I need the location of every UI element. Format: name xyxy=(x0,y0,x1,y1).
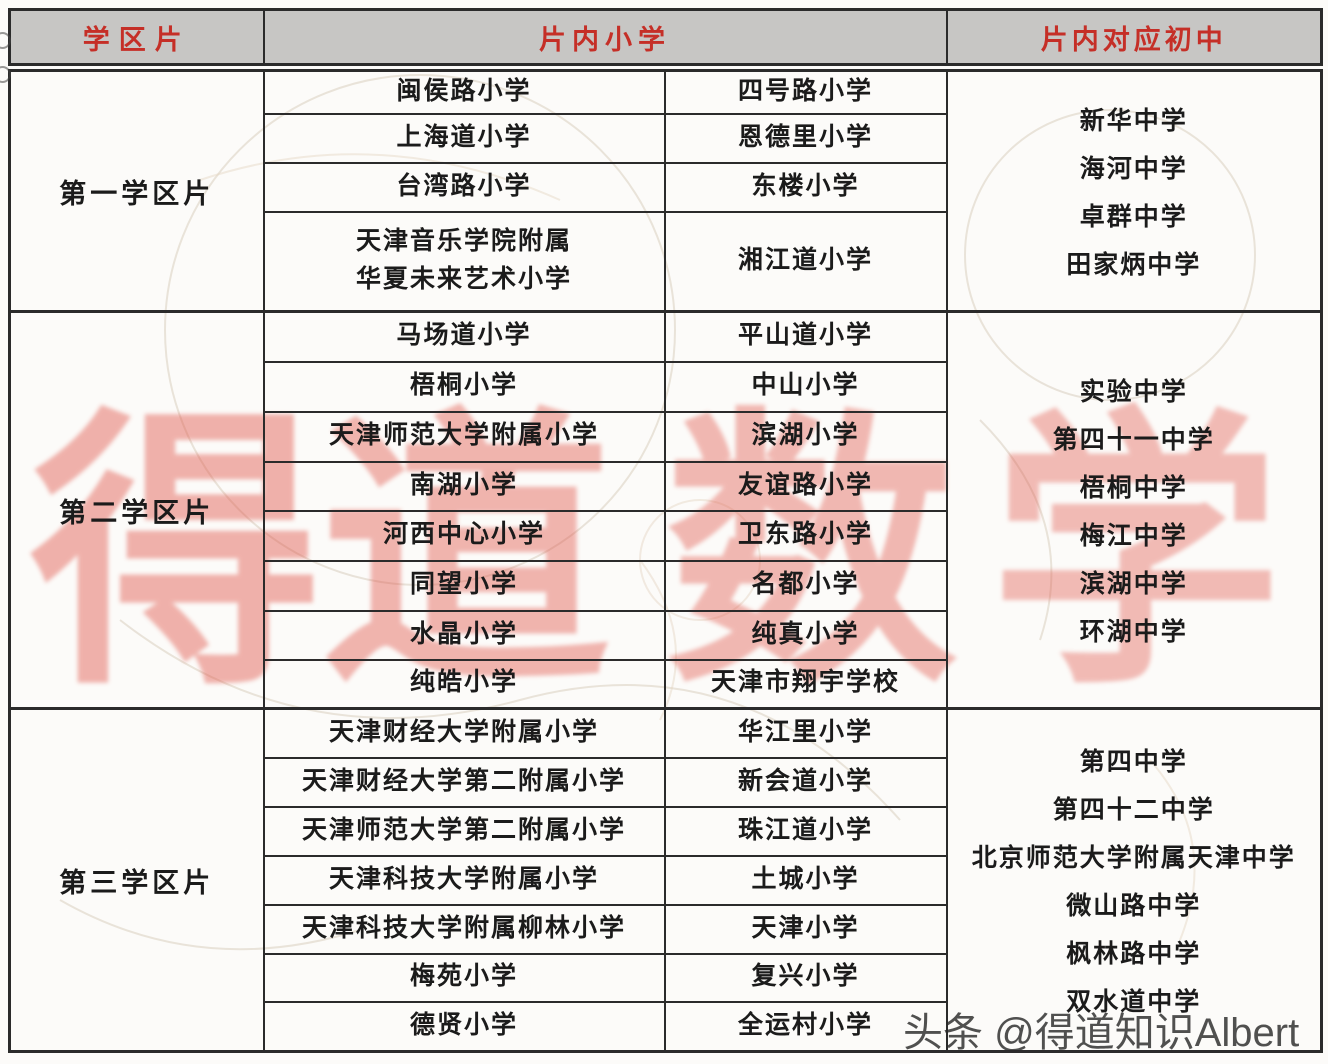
credit-watermark: 头条 @得道知识Albert xyxy=(903,1011,1300,1055)
table-row: 梧桐小学 中山小学 xyxy=(10,360,1322,413)
middle-school-name: 第四十二中学 xyxy=(1052,797,1215,824)
middle-school-name: 海河中学 xyxy=(1079,156,1188,183)
middle-school-name: 北京师范大学附属天津中学 xyxy=(971,845,1296,872)
primary-school-cell: 天津科技大学附属小学 xyxy=(262,854,666,906)
primary-school-cell: 珠江道小学 xyxy=(663,805,948,857)
table-row: 第三学区片 天津财经大学附属小学 华江里小学第四中学第四十二中学北京师范大学附属天津… xyxy=(8,707,1323,1053)
table-row: 上海道小学 恩德里小学 xyxy=(10,112,1322,164)
middle-school-name: 环湖中学 xyxy=(1079,619,1188,646)
table-row: 南湖小学 友谊路小学 xyxy=(10,460,1322,512)
primary-school-cell: 水晶小学 xyxy=(262,609,666,661)
primary-school-cell: 闽侯路小学 xyxy=(262,66,666,115)
primary-school-cell: 东楼小学 xyxy=(663,161,948,213)
primary-school-cell: 新会道小学 xyxy=(663,756,948,808)
header-primary-schools: 片内小学 xyxy=(262,8,948,72)
table-row: 天津师范大学第二附属小学 珠江道小学 xyxy=(10,805,1322,857)
school-district-table: 学区片 片内小学 片内对应初中 第一学区片 闽侯路小学 四号路小学新华中学海河中学卓… xyxy=(8,8,1323,1053)
primary-school-cell: 天津音乐学院附属 华夏未来艺术小学 xyxy=(262,210,666,313)
primary-school-cell: 天津师范大学附属小学 xyxy=(262,410,666,463)
middle-school-name: 滨湖中学 xyxy=(1079,571,1188,598)
table-row: 梅苑小学 复兴小学 xyxy=(10,952,1322,1003)
primary-school-cell: 复兴小学 xyxy=(663,952,948,1003)
primary-school-cell: 湘江道小学 xyxy=(663,210,948,313)
middle-school-name: 双水道中学 xyxy=(1066,989,1202,1016)
table-row: 天津财经大学第二附属小学 新会道小学 xyxy=(10,756,1322,808)
table-row: 德贤小学 全运村小学 xyxy=(10,1000,1322,1053)
middle-school-cell: 实验中学第四十一中学 梧桐中学梅江中学滨湖中学环湖中学 xyxy=(945,310,1323,710)
district-cell: 第二学区片 xyxy=(8,310,265,710)
middle-school-name: 第四十一中学 xyxy=(1052,427,1215,454)
primary-school-cell: 卫东路小学 xyxy=(663,509,948,562)
primary-school-cell: 平山道小学 xyxy=(663,310,948,363)
primary-school-cell: 德贤小学 xyxy=(262,1000,666,1053)
primary-school-cell: 纯皓小学 xyxy=(262,658,666,710)
table-row: 河西中心小学 卫东路小学 xyxy=(10,509,1322,562)
primary-school-cell: 同望小学 xyxy=(262,559,666,612)
primary-school-cell: 友谊路小学 xyxy=(663,460,948,512)
primary-school-cell: 天津小学 xyxy=(663,903,948,955)
primary-school-cell: 中山小学 xyxy=(663,360,948,413)
middle-school-cell: 第四中学第四十二中学北京师范大学附属天津中学 微山路中学枫林路中学双水道中学 xyxy=(945,707,1323,1053)
middle-school-cell: 新华中学海河中学卓群中学田家炳中学 xyxy=(945,66,1323,313)
primary-school-cell: 河西中心小学 xyxy=(262,509,666,562)
primary-school-cell: 天津财经大学第二附属小学 xyxy=(262,756,666,808)
primary-school-cell: 天津科技大学附属柳林小学 xyxy=(262,903,666,955)
middle-school-name: 枫林路中学 xyxy=(1066,941,1202,968)
edge-mark-icon xyxy=(0,66,11,83)
table-row: 第一学区片 闽侯路小学 四号路小学新华中学海河中学卓群中学田家炳中学 xyxy=(8,66,1323,313)
middle-school-name: 第四中学 xyxy=(1079,749,1188,776)
middle-school-name: 微山路中学 xyxy=(1066,893,1202,920)
district-cell: 第三学区片 xyxy=(8,707,265,1053)
primary-school-cell: 华江里小学 xyxy=(663,707,948,759)
table-row: 天津科技大学附属柳林小学 天津小学 xyxy=(10,903,1322,955)
table-row: 水晶小学 纯真小学 xyxy=(10,609,1322,661)
primary-school-cell: 天津师范大学第二附属小学 xyxy=(262,805,666,857)
middle-school-name: 新华中学 xyxy=(1079,108,1188,135)
middle-school-name: 实验中学 xyxy=(1079,379,1188,406)
primary-school-cell: 名都小学 xyxy=(663,559,948,612)
table-row: 同望小学 名都小学 xyxy=(10,559,1322,612)
primary-school-cell: 南湖小学 xyxy=(262,460,666,512)
district-cell: 第一学区片 xyxy=(8,66,265,313)
edge-mark-icon xyxy=(0,32,11,49)
header-district: 学区片 xyxy=(8,8,265,72)
header-row: 学区片 片内小学 片内对应初中 xyxy=(8,8,1323,72)
primary-school-cell: 马场道小学 xyxy=(262,310,666,363)
table-row: 天津师范大学附属小学 滨湖小学 xyxy=(10,410,1322,463)
primary-school-cell: 天津财经大学附属小学 xyxy=(262,707,666,759)
primary-school-cell: 恩德里小学 xyxy=(663,112,948,164)
header-middle-schools: 片内对应初中 xyxy=(945,8,1323,72)
table-row: 纯皓小学 天津市翔宇学校 xyxy=(10,658,1322,710)
primary-school-cell: 天津市翔宇学校 xyxy=(663,658,948,710)
primary-school-cell: 上海道小学 xyxy=(262,112,666,164)
table-row: 天津科技大学附属小学 土城小学 xyxy=(10,854,1322,906)
table-row: 第二学区片 马场道小学 平山道小学实验中学第四十一中学 梧桐中学梅江中学滨湖中学环湖中… xyxy=(8,310,1323,710)
middle-school-name: 卓群中学 xyxy=(1079,204,1188,231)
middle-school-name: 梅江中学 xyxy=(1079,523,1188,550)
primary-school-cell: 梧桐小学 xyxy=(262,360,666,413)
middle-school-name: 梧桐中学 xyxy=(1079,475,1188,502)
table-row: 天津音乐学院附属 华夏未来艺术小学 湘江道小学 xyxy=(10,210,1322,313)
primary-school-cell: 纯真小学 xyxy=(663,609,948,661)
primary-school-cell: 土城小学 xyxy=(663,854,948,906)
primary-school-cell: 台湾路小学 xyxy=(262,161,666,213)
primary-school-cell: 滨湖小学 xyxy=(663,410,948,463)
middle-school-name: 田家炳中学 xyxy=(1066,252,1202,279)
table-body: 第一学区片 闽侯路小学 四号路小学 新华中学 海河中学 卓群中学 田家炳中学 上海道小学 恩德里… xyxy=(8,66,1323,1053)
primary-school-cell: 四号路小学 xyxy=(663,66,948,115)
primary-school-cell: 全运村小学 xyxy=(663,1000,948,1053)
table-row: 台湾路小学 东楼小学 xyxy=(10,161,1322,213)
primary-school-cell: 梅苑小学 xyxy=(262,952,666,1003)
